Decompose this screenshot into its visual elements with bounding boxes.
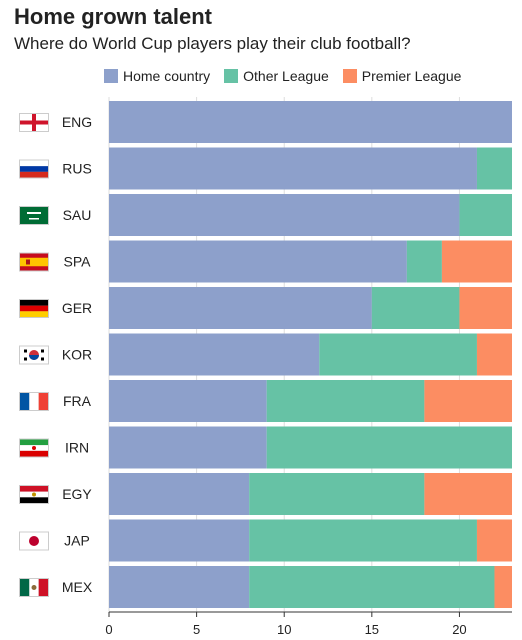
legend-label-home-country: Home country bbox=[123, 68, 211, 84]
bar-kor-other-league bbox=[319, 333, 477, 376]
bar-jap-other-league bbox=[249, 519, 477, 562]
category-label-ger: GER bbox=[62, 300, 92, 316]
bar-ger-home-country bbox=[109, 287, 372, 329]
category-label-fra: FRA bbox=[63, 393, 92, 409]
legend: Home country Other League Premier League bbox=[104, 68, 475, 84]
bar-fra-premier-league bbox=[424, 380, 512, 422]
chart-subtitle: Where do World Cup players play their cl… bbox=[14, 34, 411, 53]
legend-swatch-premier-league bbox=[342, 69, 357, 83]
category-label-rus: RUS bbox=[62, 161, 92, 177]
category-label-jap: JAP bbox=[64, 533, 90, 549]
saudi-arabia-flag-icon bbox=[19, 206, 49, 225]
bar-rus-home-country bbox=[109, 147, 477, 190]
legend-label-premier-league: Premier League bbox=[361, 68, 462, 84]
legend-item-other-league: Other League bbox=[224, 68, 329, 84]
germany-flag-icon bbox=[19, 299, 49, 318]
japan-flag-icon bbox=[19, 531, 49, 551]
bar-irn-other-league bbox=[266, 426, 512, 469]
bar-ger-premier-league bbox=[459, 287, 512, 329]
legend-swatch-home-country bbox=[104, 69, 118, 83]
legend-item-premier-league: Premier League bbox=[342, 68, 462, 84]
category-label-irn: IRN bbox=[65, 440, 89, 456]
x-tick-label-10: 10 bbox=[277, 622, 291, 637]
category-label-eng: ENG bbox=[62, 114, 92, 130]
bar-egy-premier-league bbox=[424, 473, 512, 515]
mexico-flag-icon bbox=[19, 578, 49, 597]
bar-spa-premier-league bbox=[441, 240, 512, 283]
category-label-mex: MEX bbox=[62, 579, 93, 595]
bar-egy-home-country bbox=[109, 473, 250, 515]
bar-spa-other-league bbox=[406, 240, 442, 283]
category-label-spa: SPA bbox=[64, 254, 92, 270]
bar-kor-premier-league bbox=[476, 333, 512, 376]
iran-flag-icon bbox=[19, 438, 49, 458]
south-korea-flag-icon bbox=[19, 345, 49, 365]
bar-jap-premier-league bbox=[476, 519, 512, 562]
egypt-flag-icon bbox=[19, 485, 49, 504]
england-flag-icon bbox=[19, 113, 49, 132]
legend-label-other-league: Other League bbox=[243, 68, 329, 84]
x-tick-label-5: 5 bbox=[193, 622, 200, 637]
legend-swatch-other-league bbox=[224, 69, 239, 83]
bar-mex-premier-league bbox=[494, 566, 512, 608]
bar-fra-home-country bbox=[109, 380, 267, 422]
legend-item-home-country: Home country bbox=[104, 68, 210, 84]
x-tick-label-15: 15 bbox=[365, 622, 379, 637]
russia-flag-icon bbox=[19, 159, 49, 179]
france-flag-icon bbox=[19, 392, 49, 411]
category-label-kor: KOR bbox=[62, 347, 92, 363]
bar-egy-other-league bbox=[249, 473, 425, 515]
chart-title: Home grown talent bbox=[14, 4, 213, 29]
bar-rus-other-league bbox=[476, 147, 512, 190]
bar-irn-home-country bbox=[109, 426, 267, 469]
bar-ger-other-league bbox=[371, 287, 460, 329]
category-label-sau: SAU bbox=[63, 207, 92, 223]
bar-sau-other-league bbox=[459, 194, 512, 236]
spain-flag-icon bbox=[19, 252, 49, 272]
bar-mex-other-league bbox=[249, 566, 495, 608]
bar-kor-home-country bbox=[109, 333, 320, 376]
bar-mex-home-country bbox=[109, 566, 250, 608]
bar-jap-home-country bbox=[109, 519, 250, 562]
x-tick-label-20: 20 bbox=[452, 622, 466, 637]
bar-sau-home-country bbox=[109, 194, 460, 236]
category-label-egy: EGY bbox=[62, 486, 92, 502]
bar-fra-other-league bbox=[266, 380, 425, 422]
bar-spa-home-country bbox=[109, 240, 407, 283]
bar-eng-home-country bbox=[109, 101, 512, 143]
x-tick-label-0: 0 bbox=[105, 622, 112, 637]
